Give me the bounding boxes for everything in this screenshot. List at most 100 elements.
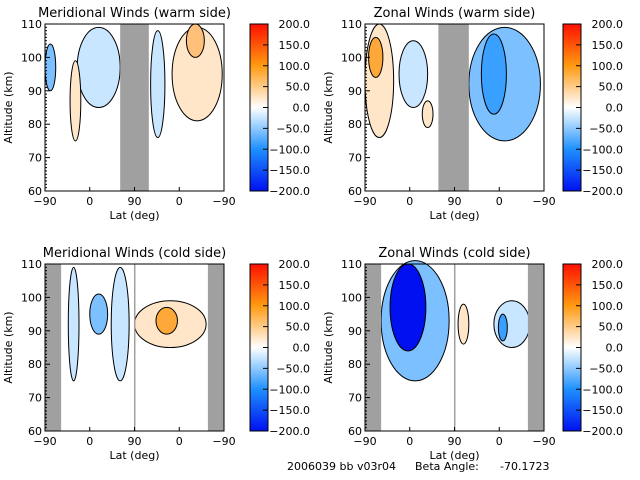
y-tick-label: 70 bbox=[348, 152, 362, 165]
footer: 2006039 bb v03r04 Beta Angle: -70.1723 bbox=[287, 460, 549, 473]
panel-title: Zonal Winds (cold side) bbox=[378, 246, 530, 261]
x-tick-label: 0 bbox=[406, 195, 413, 208]
colorbar-tick-label: 0.0 bbox=[293, 102, 311, 115]
y-axis-label: Altitude (km) bbox=[322, 71, 335, 143]
y-tick-label: 80 bbox=[348, 118, 362, 131]
colorbar-tick-label: 150.0 bbox=[279, 279, 311, 292]
y-axis-label: Altitude (km) bbox=[322, 311, 335, 383]
no-data-band bbox=[453, 264, 456, 431]
panel-title: Meridional Winds (cold side) bbox=[43, 246, 226, 261]
x-tick-label: 0 bbox=[496, 435, 503, 448]
y-tick-label: 100 bbox=[341, 51, 362, 64]
colorbar-tick-label: −100.0 bbox=[269, 143, 310, 156]
y-tick-label: 60 bbox=[28, 425, 42, 438]
beta-angle-value: -70.1723 bbox=[500, 460, 549, 473]
colorbar-tick-label: −150.0 bbox=[582, 164, 623, 177]
no-data-band bbox=[207, 264, 224, 431]
panel-title: Meridional Winds (warm side) bbox=[38, 6, 231, 21]
x-tick-label: −90 bbox=[353, 435, 376, 448]
colorbar-tick-label: −150.0 bbox=[269, 164, 310, 177]
y-tick-label: 70 bbox=[28, 152, 42, 165]
x-axis-label: Lat (deg) bbox=[430, 209, 480, 222]
y-tick-label: 100 bbox=[21, 291, 42, 304]
no-data-band bbox=[438, 24, 469, 191]
x-tick-label: −90 bbox=[33, 435, 56, 448]
x-tick-label: 0 bbox=[176, 435, 183, 448]
x-tick-label: −90 bbox=[532, 195, 555, 208]
x-tick-label: 0 bbox=[406, 435, 413, 448]
y-tick-label: 90 bbox=[28, 325, 42, 338]
colorbar-tick-label: −50.0 bbox=[276, 122, 310, 135]
no-data-band bbox=[133, 264, 136, 431]
colorbar-tick-label: 150.0 bbox=[279, 39, 311, 52]
contour-region bbox=[368, 36, 384, 78]
colorbar-tick-label: 50.0 bbox=[599, 321, 624, 334]
x-tick-label: 90 bbox=[448, 195, 462, 208]
panel-title: Zonal Winds (warm side) bbox=[374, 6, 536, 21]
colorbar-tick-label: 0.0 bbox=[606, 342, 624, 355]
y-tick-label: 60 bbox=[28, 185, 42, 198]
colorbar-tick-label: 100.0 bbox=[279, 60, 311, 73]
contour-region bbox=[69, 60, 82, 142]
contour-region bbox=[76, 26, 121, 108]
y-axis-label: Altitude (km) bbox=[2, 71, 15, 143]
colorbar-tick-label: −50.0 bbox=[589, 122, 623, 135]
x-axis-label: Lat (deg) bbox=[430, 449, 480, 462]
colorbar-tick-label: −50.0 bbox=[276, 362, 310, 375]
y-tick-label: 110 bbox=[21, 258, 42, 271]
y-tick-label: 110 bbox=[21, 18, 42, 31]
colorbar-tick-label: 50.0 bbox=[599, 81, 624, 94]
y-tick-label: 70 bbox=[28, 392, 42, 405]
y-tick-label: 110 bbox=[341, 258, 362, 271]
colorbar-tick-label: 200.0 bbox=[279, 18, 311, 31]
contour-region bbox=[497, 313, 508, 342]
colorbar-tick-label: 50.0 bbox=[286, 81, 311, 94]
panel-bottom-left: Meridional Winds (cold side) 60 70 80 90 100 1… bbox=[2, 246, 310, 462]
x-tick-label: −90 bbox=[212, 435, 235, 448]
colorbar-tick-label: −50.0 bbox=[589, 362, 623, 375]
x-tick-label: 0 bbox=[496, 195, 503, 208]
beta-angle-label: Beta Angle: bbox=[415, 460, 479, 473]
contour-region bbox=[457, 303, 470, 345]
colorbar-tick-label: −200.0 bbox=[269, 185, 310, 198]
x-tick-label: 90 bbox=[448, 435, 462, 448]
colorbar-tick-label: 0.0 bbox=[606, 102, 624, 115]
colorbar: 200.0 150.0 100.0 50.0 0.0 −50.0 −100.0 −150.0 −… bbox=[249, 18, 311, 198]
contour-region bbox=[150, 30, 166, 139]
contour-region bbox=[398, 40, 429, 108]
contour-region bbox=[110, 266, 130, 382]
colorbar-tick-label: −200.0 bbox=[582, 185, 623, 198]
colorbar-tick-label: 150.0 bbox=[592, 39, 624, 52]
contour-region bbox=[421, 100, 434, 129]
colorbar-tick-label: 200.0 bbox=[592, 258, 624, 271]
colorbar-tick-label: −100.0 bbox=[582, 143, 623, 156]
y-axis-label: Altitude (km) bbox=[2, 311, 15, 383]
colorbar-tick-label: −200.0 bbox=[582, 425, 623, 438]
x-tick-label: 0 bbox=[86, 435, 93, 448]
colorbar-tick-label: 100.0 bbox=[279, 300, 311, 313]
contour-region bbox=[185, 23, 205, 58]
contour-region bbox=[480, 33, 507, 115]
y-tick-label: 60 bbox=[348, 185, 362, 198]
y-tick-label: 60 bbox=[348, 425, 362, 438]
colorbar-tick-label: −100.0 bbox=[582, 383, 623, 396]
y-tick-label: 100 bbox=[341, 291, 362, 304]
x-tick-label: 0 bbox=[86, 195, 93, 208]
x-tick-label: 90 bbox=[128, 195, 142, 208]
x-axis-label: Lat (deg) bbox=[110, 209, 160, 222]
colorbar-tick-label: 150.0 bbox=[592, 279, 624, 292]
colorbar-tick-label: 100.0 bbox=[592, 300, 624, 313]
y-tick-label: 90 bbox=[348, 325, 362, 338]
colorbar-tick-label: −150.0 bbox=[582, 404, 623, 417]
x-tick-label: 0 bbox=[176, 195, 183, 208]
colorbar-tick-label: 200.0 bbox=[592, 18, 624, 31]
no-data-band bbox=[45, 264, 62, 431]
no-data-band bbox=[527, 264, 544, 431]
colorbar-tick-label: 100.0 bbox=[592, 60, 624, 73]
panel-top-right: Zonal Winds (warm side) 60 70 80 90 100 110 −90… bbox=[322, 6, 623, 222]
x-tick-label: 90 bbox=[128, 435, 142, 448]
x-tick-label: −90 bbox=[353, 195, 376, 208]
colorbar: 200.0 150.0 100.0 50.0 0.0 −50.0 −100.0 −150.0 −… bbox=[562, 258, 624, 438]
colorbar-tick-label: −150.0 bbox=[269, 404, 310, 417]
